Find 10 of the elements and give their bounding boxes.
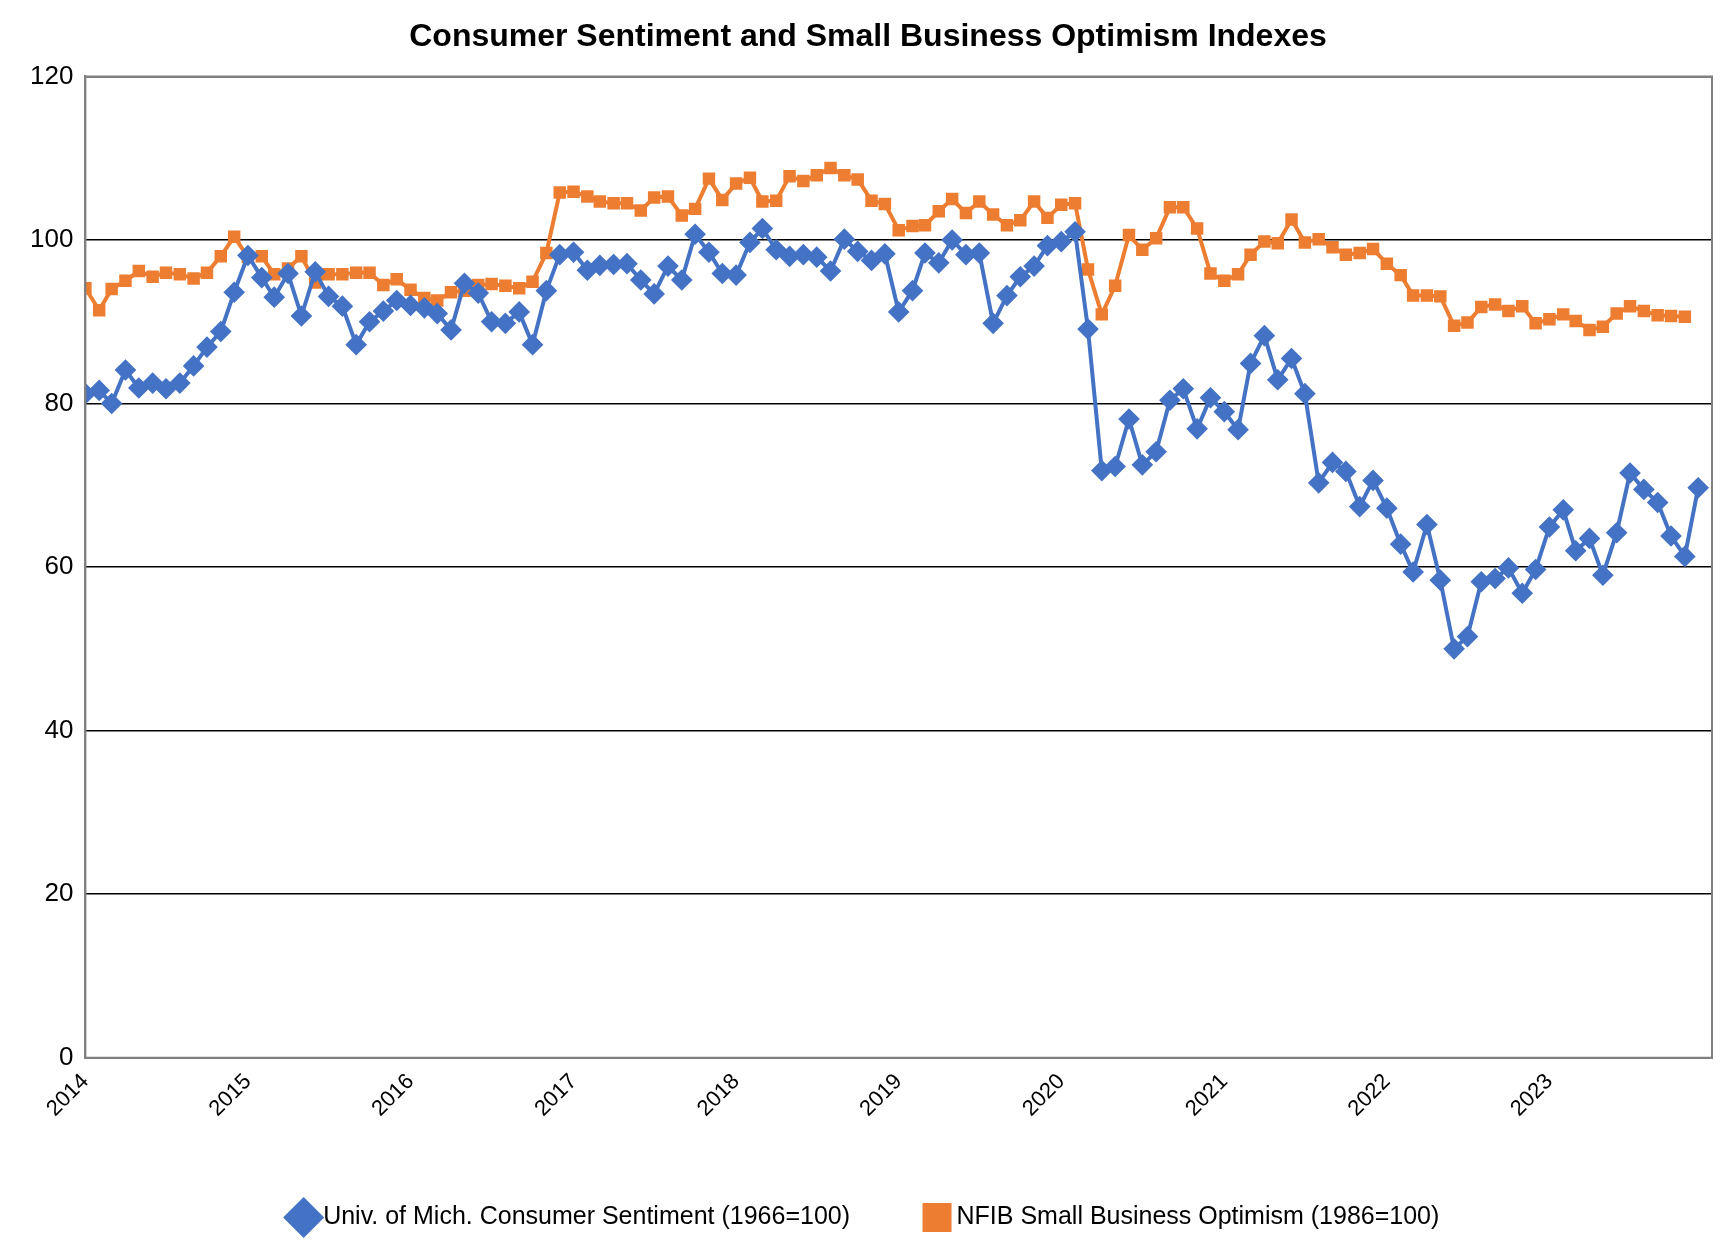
chart-title: Consumer Sentiment and Small Business Optimism Indexes <box>409 17 1327 54</box>
y-tick-label: 120 <box>29 59 74 90</box>
y-tick-label: 40 <box>44 713 74 744</box>
y-tick-label: 80 <box>44 386 74 417</box>
y-tick-label: 60 <box>44 550 74 581</box>
y-tick-label: 20 <box>44 877 74 908</box>
legend-label: NFIB Small Business Optimism (1986=100) <box>956 1201 1440 1230</box>
y-tick-label: 100 <box>29 223 74 254</box>
y-tick-label: 0 <box>58 1040 74 1071</box>
legend-label: Univ. of Mich. Consumer Sentiment (1966=100) <box>323 1201 851 1230</box>
